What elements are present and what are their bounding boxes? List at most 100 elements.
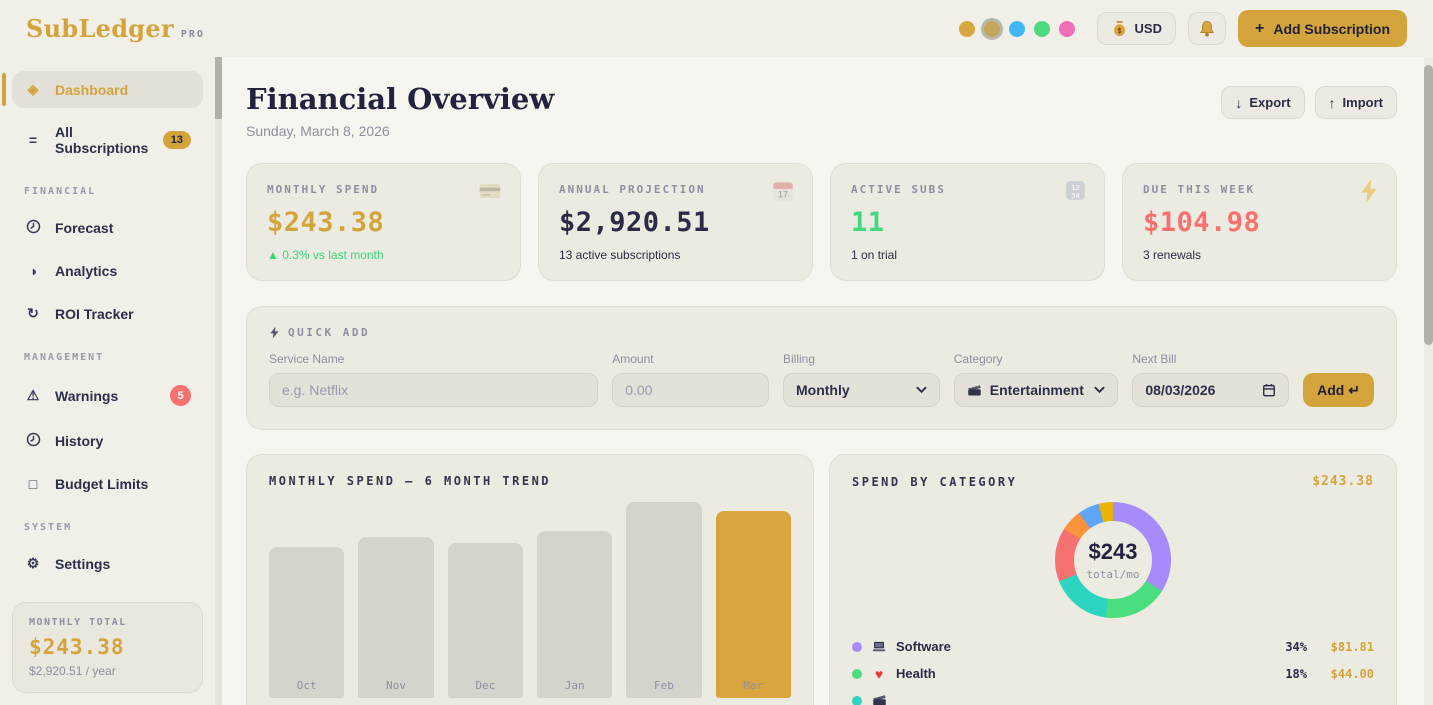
bolt-icon <box>269 326 280 339</box>
trend-chart-title: MONTHLY SPEND — 6 MONTH TREND <box>269 474 552 488</box>
top-header: SubLedger PRO $ USD + Add Subscription <box>0 0 1433 57</box>
trend-bar-mar: Mar <box>715 510 791 698</box>
legend-amount: $81.81 <box>1330 639 1374 654</box>
import-button[interactable]: ↑ Import <box>1314 86 1397 119</box>
category-select[interactable]: Entertainment <box>953 373 1119 407</box>
sidebar-item-warnings[interactable]: ⚠ Warnings 5 <box>12 375 203 416</box>
trend-bar-feb: Feb <box>626 502 702 698</box>
sidebar-item-forecast[interactable]: Forecast <box>12 209 203 247</box>
svg-text:34: 34 <box>1071 191 1080 200</box>
sidebar-item-history[interactable]: History <box>12 422 203 460</box>
trend-bar-nov: Nov <box>358 536 434 698</box>
sidebar-item-roi-tracker[interactable]: ↻ ROI Tracker <box>12 295 203 332</box>
monthly-total-card: MONTHLY TOTAL $243.38 $2,920.51 / year <box>12 602 203 693</box>
page-date: Sunday, March 8, 2026 <box>246 123 390 139</box>
next-bill-value: 08/03/2026 <box>1145 382 1216 398</box>
quick-add-submit-button[interactable]: Add ↵ <box>1303 373 1374 407</box>
currency-label: USD <box>1134 21 1162 36</box>
category-legend: Software 34% $81.81 ♥ Health 18% $44.00 <box>852 633 1374 705</box>
chevron-down-icon <box>916 386 927 394</box>
quick-add-title: QUICK ADD <box>288 326 371 339</box>
refresh-icon: ↻ <box>27 305 39 321</box>
next-bill-date-input[interactable]: 08/03/2026 <box>1132 373 1290 407</box>
monthly-trend-card: MONTHLY SPEND — 6 MONTH TREND Oct Nov Dec J… <box>246 454 814 705</box>
stat-card-due-this-week: DUE THIS WEEK $104.98 3 renewals <box>1122 163 1397 281</box>
sidebar-item-label: All Subscriptions <box>55 124 149 156</box>
sidebar-item-label: Settings <box>55 555 111 572</box>
sidebar-item-label: Budget Limits <box>55 476 149 492</box>
sidebar-item-label: Warnings <box>55 387 119 404</box>
bar-month-label: Jan <box>564 679 585 692</box>
sidebar-item-label: ROI Tracker <box>55 305 134 322</box>
gear-icon: ⚙ <box>26 555 40 571</box>
diamond-icon: ◈ <box>27 81 39 97</box>
clock-icon <box>24 219 42 237</box>
sidebar-item-all-subscriptions[interactable]: = All Subscriptions 13 <box>12 114 203 166</box>
sidebar-item-dashboard[interactable]: ◈ Dashboard <box>2 71 203 108</box>
stat-label: ACTIVE SUBS <box>851 183 946 196</box>
sidebar-scrollbar[interactable] <box>215 57 222 705</box>
main-scrollbar-thumb[interactable] <box>1424 65 1433 345</box>
bar-month-label: Feb <box>654 679 674 692</box>
sidebar-nav: ◈ Dashboard = All Subscriptions 13 FINANCIAL F… <box>2 71 205 594</box>
billing-select[interactable]: Monthly <box>782 373 940 407</box>
amount-label: Amount <box>612 352 654 366</box>
logo-text: SubLedger <box>26 14 174 43</box>
clock-icon <box>24 432 42 450</box>
heart-icon: ♥ <box>874 665 884 682</box>
legend-amount: $44.00 <box>1330 666 1374 681</box>
stat-card-active-subs: ACTIVE SUBS 12 34 11 1 on trial <box>830 163 1105 281</box>
legend-label: Software <box>896 639 951 654</box>
legend-row-clipped <box>852 687 1374 705</box>
sidebar-item-settings[interactable]: ⚙ Settings <box>12 545 203 582</box>
sidebar-section-financial: FINANCIAL <box>24 186 97 197</box>
add-subscription-button[interactable]: + Add Subscription <box>1237 10 1407 47</box>
service-name-input[interactable] <box>269 373 599 407</box>
sidebar-item-label: Dashboard <box>55 81 129 98</box>
calendar-icon <box>1262 383 1276 397</box>
trend-bar-jan: Jan <box>536 531 613 698</box>
yearly-total-value: $2,920.51 / year <box>29 664 116 678</box>
quick-add-card: QUICK ADD Service Name Amount Billing Mo… <box>246 306 1397 430</box>
logo-pro-badge: PRO <box>180 29 205 40</box>
download-arrow-icon: ↓ <box>1235 94 1243 111</box>
sidebar: ◈ Dashboard = All Subscriptions 13 FINANCIAL F… <box>0 57 215 705</box>
sidebar-item-budget-limits[interactable]: □ Budget Limits <box>12 466 203 502</box>
donut-center-sub: total/mo <box>1086 568 1140 581</box>
billing-label: Billing <box>782 352 815 366</box>
svg-text:12: 12 <box>1071 183 1080 192</box>
category-chart-card: SPEND BY CATEGORY $243.38 $243 total/mo … <box>829 454 1397 705</box>
clapper-icon <box>967 383 982 398</box>
stat-subtext: 3 renewals <box>1143 248 1202 262</box>
theme-dot-gold[interactable] <box>958 20 975 37</box>
sidebar-item-analytics[interactable]: ◑ Analytics <box>12 253 203 289</box>
legend-dot <box>852 695 862 705</box>
legend-percent: 18% <box>1285 666 1307 681</box>
square-icon: □ <box>28 476 38 492</box>
notifications-button[interactable] <box>1187 12 1226 45</box>
sidebar-scrollbar-thumb[interactable] <box>215 57 222 119</box>
sidebar-item-label: Analytics <box>55 263 118 279</box>
currency-button[interactable]: $ USD <box>1096 12 1176 45</box>
amount-input[interactable] <box>612 373 769 407</box>
theme-dot-khaki[interactable] <box>983 20 1000 37</box>
contrast-icon: ◑ <box>28 263 38 279</box>
bar-month-label: Oct <box>296 679 317 692</box>
laptop-icon <box>871 639 887 654</box>
category-chart-title: SPEND BY CATEGORY <box>852 474 1018 489</box>
service-name-label: Service Name <box>269 352 345 366</box>
billing-selected-value: Monthly <box>795 382 850 398</box>
money-bag-icon: $ <box>1111 20 1128 37</box>
stat-subtext: ▲ 0.3% vs last month <box>267 248 384 262</box>
export-button[interactable]: ↓ Export <box>1221 86 1305 119</box>
main-scrollbar[interactable] <box>1424 57 1433 705</box>
monthly-total-label: MONTHLY TOTAL <box>29 617 127 628</box>
stat-card-annual-projection: ANNUAL PROJECTION 17 $2,920.51 13 active su… <box>538 163 813 281</box>
theme-dot-pink[interactable] <box>1058 20 1075 37</box>
app-logo: SubLedger PRO <box>26 14 205 43</box>
theme-dot-green[interactable] <box>1033 20 1050 37</box>
warnings-count-badge: 5 <box>170 385 191 406</box>
credit-card-icon <box>476 178 504 209</box>
bar-month-label: Mar <box>743 679 764 692</box>
theme-dot-blue[interactable] <box>1008 20 1025 37</box>
